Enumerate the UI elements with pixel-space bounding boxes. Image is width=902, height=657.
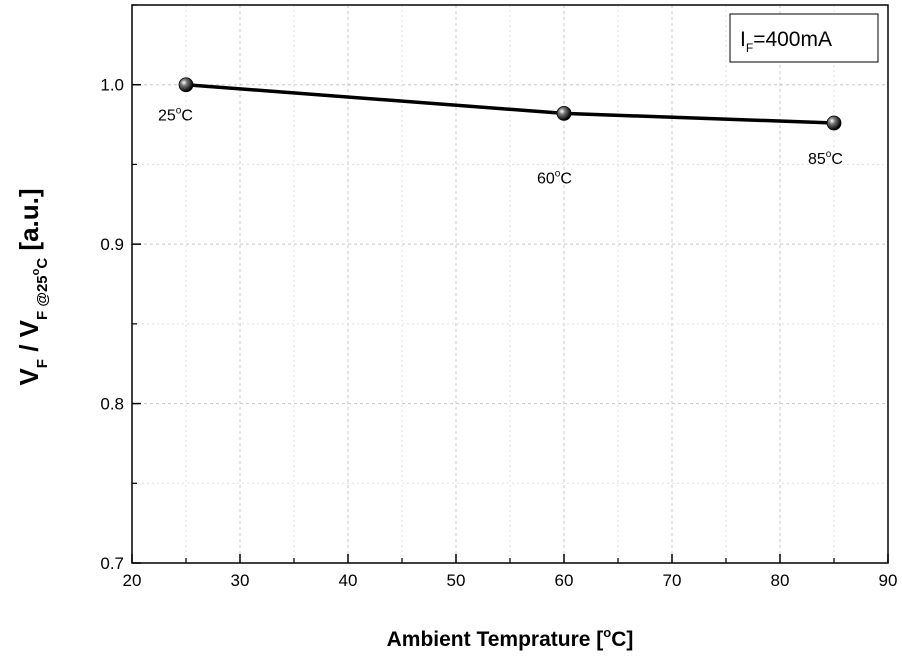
y-axis-title-degree: o	[30, 268, 42, 275]
y-tick-label: 0.7	[100, 554, 124, 573]
y-axis-title-sub2: F @25	[34, 275, 51, 320]
legend: IF=400mA	[729, 13, 879, 63]
legend-text: IF=400mA	[740, 28, 832, 55]
y-axis-title-sub2-unit: C	[34, 258, 51, 269]
x-axis-title-unit: C]	[611, 628, 633, 651]
y-tick-label: 0.9	[100, 235, 124, 254]
y-axis-title: VF / VF @25oC [a.u.]	[14, 188, 51, 385]
x-tick-label: 20	[123, 571, 142, 590]
tick-labels: 20 30 40 50 60 70 80 90 0.7 0.8 0.9 1.0	[100, 76, 897, 590]
y-tick-label: 0.8	[100, 395, 124, 414]
legend-sub: F	[746, 41, 753, 55]
point-label: 60oC	[537, 168, 572, 187]
x-tick-label: 30	[231, 571, 250, 590]
point-labels: 25oC 60oC 85oC	[158, 106, 843, 188]
point-label: 85oC	[808, 149, 843, 168]
y-axis-title-mid: / V	[14, 319, 44, 359]
data-point	[556, 106, 572, 121]
series-layer	[178, 77, 842, 131]
legend-box	[729, 13, 879, 63]
data-point	[178, 77, 194, 93]
axis-ticks	[131, 4, 889, 564]
x-tick-label: 40	[339, 571, 358, 590]
y-axis-title-tail: [a.u.]	[14, 188, 44, 257]
x-tick-label: 90	[879, 571, 898, 590]
y-axis-title-v1: V	[14, 368, 44, 386]
legend-main: I	[740, 28, 746, 51]
x-tick-label: 50	[447, 571, 466, 590]
point-label: 25oC	[158, 106, 193, 125]
y-tick-label: 1.0	[100, 76, 124, 95]
data-point	[826, 115, 842, 131]
y-axis-title-sub1: F	[34, 359, 51, 368]
x-axis-title: Ambient Temprature [oC]	[387, 625, 634, 651]
x-axis-title-degree: o	[603, 625, 611, 640]
x-tick-label: 60	[555, 571, 574, 590]
legend-rest: =400mA	[753, 28, 832, 51]
x-tick-label: 80	[771, 571, 790, 590]
x-tick-label: 70	[663, 571, 682, 590]
x-axis-title-main: Ambient Temprature [	[387, 628, 604, 651]
